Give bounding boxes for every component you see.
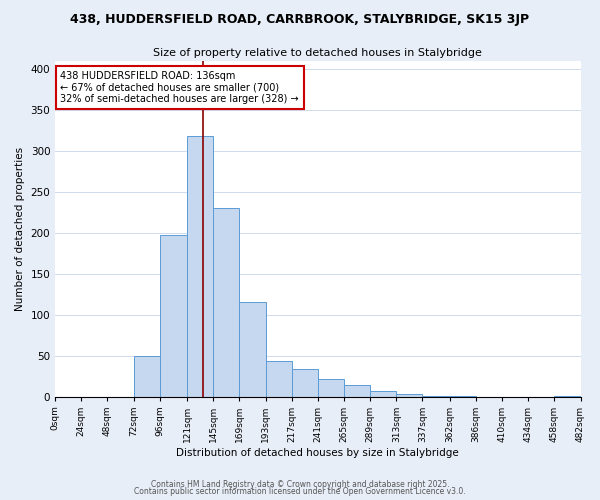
Text: Contains HM Land Registry data © Crown copyright and database right 2025.: Contains HM Land Registry data © Crown c… bbox=[151, 480, 449, 489]
Bar bbox=[160, 236, 187, 396]
X-axis label: Distribution of detached houses by size in Stalybridge: Distribution of detached houses by size … bbox=[176, 448, 459, 458]
Bar bbox=[134, 356, 160, 397]
Bar bbox=[318, 378, 344, 396]
Bar bbox=[239, 302, 266, 396]
Bar bbox=[397, 394, 422, 396]
Bar bbox=[292, 368, 318, 396]
Bar bbox=[344, 385, 370, 396]
Title: Size of property relative to detached houses in Stalybridge: Size of property relative to detached ho… bbox=[154, 48, 482, 58]
Y-axis label: Number of detached properties: Number of detached properties bbox=[15, 146, 25, 311]
Bar bbox=[266, 360, 292, 396]
Text: Contains public sector information licensed under the Open Government Licence v3: Contains public sector information licen… bbox=[134, 488, 466, 496]
Text: 438 HUDDERSFIELD ROAD: 136sqm
← 67% of detached houses are smaller (700)
32% of : 438 HUDDERSFIELD ROAD: 136sqm ← 67% of d… bbox=[61, 71, 299, 104]
Bar bbox=[370, 391, 397, 396]
Bar bbox=[187, 136, 213, 396]
Text: 438, HUDDERSFIELD ROAD, CARRBROOK, STALYBRIDGE, SK15 3JP: 438, HUDDERSFIELD ROAD, CARRBROOK, STALY… bbox=[70, 12, 530, 26]
Bar bbox=[213, 208, 239, 396]
